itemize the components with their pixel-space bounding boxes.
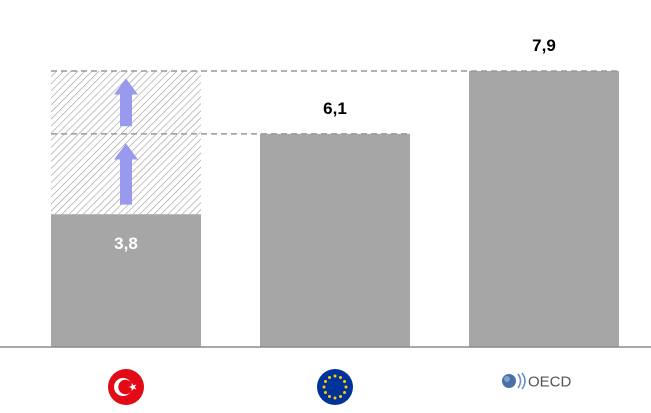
bar-1	[51, 214, 201, 347]
bar-2	[260, 133, 410, 347]
oecd-logo-icon: OECD	[502, 372, 572, 391]
up-arrow-icon	[114, 78, 138, 127]
value-label-1: 3,8	[114, 234, 138, 253]
value-label-2: 6,1	[323, 99, 347, 118]
up-arrow-icon	[114, 143, 138, 205]
bar-3	[469, 70, 619, 347]
eu-flag-icon	[317, 369, 353, 405]
turkey-flag-icon	[108, 369, 144, 405]
value-label-3: 7,9	[532, 36, 556, 55]
svg-text:OECD: OECD	[528, 374, 572, 391]
